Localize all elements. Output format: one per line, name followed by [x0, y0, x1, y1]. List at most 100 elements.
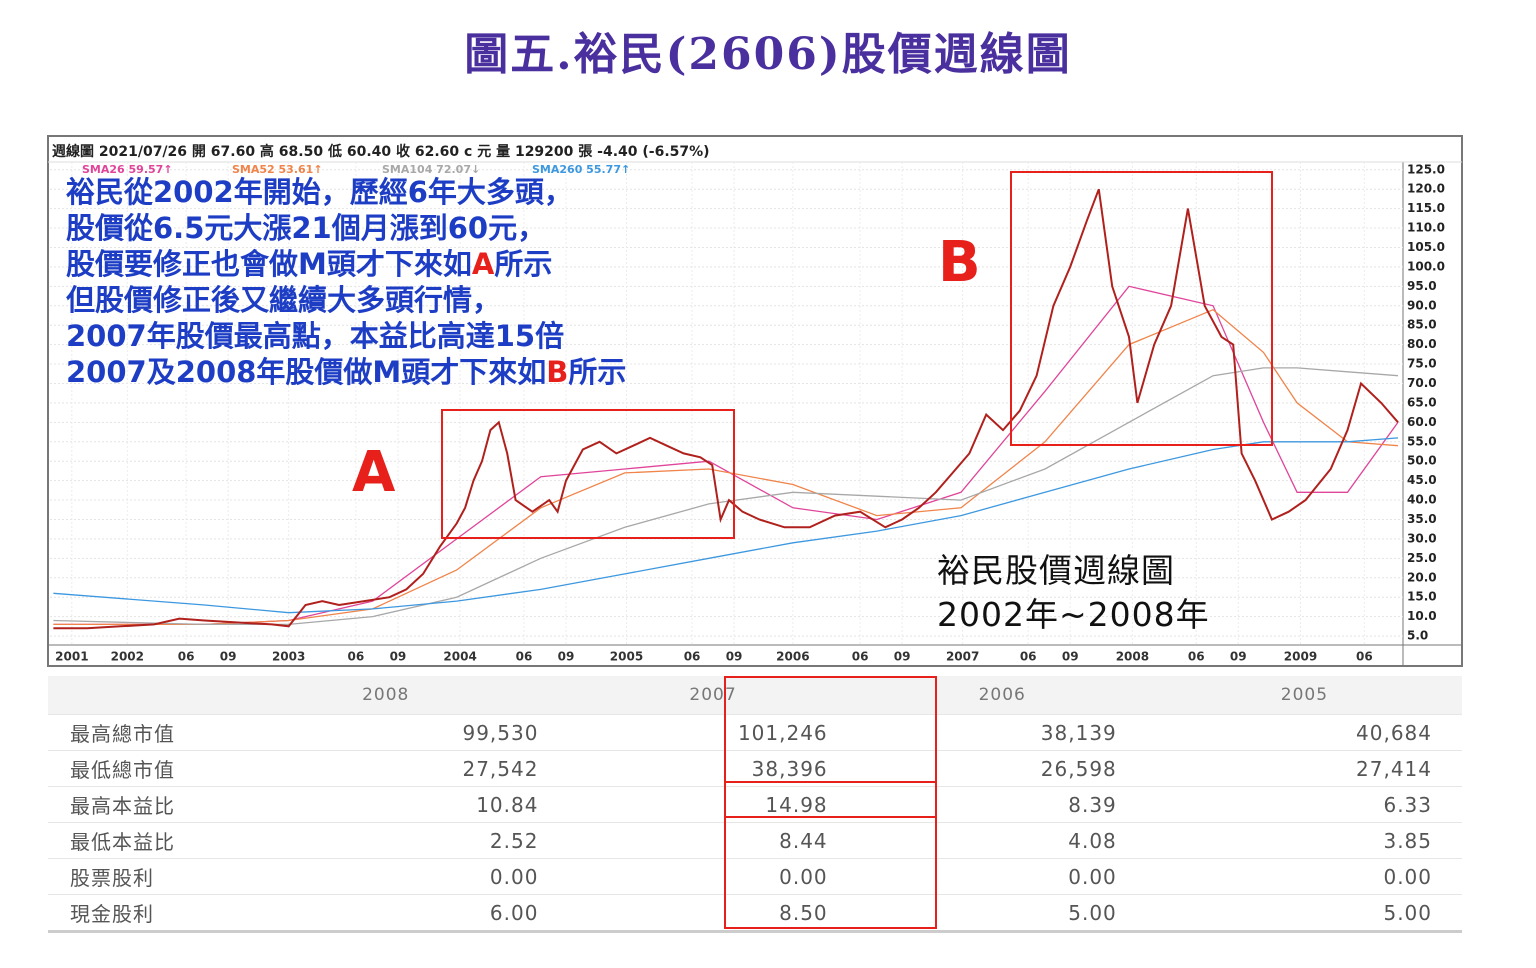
table-cell: 最高本益比 [48, 786, 203, 823]
note-text: 2007年股價最高點，本益比高達15倍 [66, 319, 565, 353]
x-tick-label: 2002 [111, 650, 144, 664]
header-row: 2008 2007 2006 2005 [48, 676, 1462, 715]
notes: 裕民從2002年開始，歷經6年大多頭， 股價從6.5元大漲21個月漲到60元， 股價… [66, 174, 626, 390]
table-cell: 5.00 [857, 894, 1147, 933]
table-row: 最低總市值 27,542 38,396 26,598 27,414 [48, 750, 1462, 787]
x-tick-label: 06 [178, 650, 195, 664]
legend-entry: SMA104 72.07↓ [382, 163, 480, 176]
y-tick-label: 15.0 [1407, 590, 1437, 604]
y-tick-label: 120.0 [1407, 182, 1445, 196]
table-cell: 4.08 [857, 822, 1147, 859]
table-cell: 5.00 [1146, 894, 1462, 933]
y-tick-label: 40.0 [1407, 493, 1437, 507]
table-cell: 0.00 [202, 858, 569, 895]
table-cell: 0.00 [1146, 858, 1462, 895]
note-line: 裕民從2002年開始，歷經6年大多頭， [66, 174, 626, 210]
table-cell: 101,246 [568, 714, 858, 751]
highlight-box [724, 676, 937, 783]
highlight-box [724, 781, 937, 818]
header-cell: 2006 [857, 676, 1147, 715]
x-tick-label: 09 [1230, 650, 1247, 664]
table-cell: 最低總市值 [48, 750, 203, 787]
y-tick-label: 110.0 [1407, 221, 1445, 235]
ma-line [53, 285, 1399, 626]
table-cell: 3.85 [1146, 822, 1462, 859]
table-cell: 現金股利 [48, 894, 203, 933]
x-tick-label: 09 [220, 650, 237, 664]
table-cell: 最高總市值 [48, 714, 203, 751]
chart-header: 週線圖 2021/07/26 開 67.60 高 68.50 低 60.40 收… [52, 143, 710, 160]
x-tick-label: 06 [1020, 650, 1037, 664]
ma-line [53, 367, 1399, 626]
y-tick-label: 105.0 [1407, 240, 1445, 254]
x-tick-label: 06 [684, 650, 701, 664]
price-line [53, 188, 1399, 630]
x-tick-label: 2004 [443, 650, 476, 664]
ma-line [53, 308, 1399, 626]
table-cell: 0.00 [568, 858, 858, 895]
y-tick-label: 30.0 [1407, 531, 1437, 545]
table-cell: 2.52 [202, 822, 569, 859]
note-text: 2007及2008年股價做M頭才下來如 [66, 355, 547, 389]
y-tick-label: 35.0 [1407, 512, 1437, 526]
x-tick-label: 2007 [946, 650, 979, 664]
x-tick-label: 09 [1062, 650, 1079, 664]
header-cell: 2008 [202, 676, 569, 715]
caption: 2002年~2008年 [937, 595, 1210, 634]
table-cell: 股票股利 [48, 858, 203, 895]
x-tick-label: 09 [390, 650, 407, 664]
note-text: 所示 [494, 247, 553, 281]
y-tick-label: 45.0 [1407, 473, 1437, 487]
y-tick-label: 70.0 [1407, 376, 1437, 390]
x-tick-label: 09 [894, 650, 911, 664]
page-title: 圖五.裕民(2606)股價週線圖 [464, 29, 1072, 80]
x-tick-label: 2003 [272, 650, 305, 664]
legend-entry: SMA26 59.57↑ [82, 163, 173, 176]
highlight-box [724, 816, 937, 929]
table-row: 股票股利 0.00 0.00 0.00 0.00 [48, 858, 1462, 895]
y-tick-label: 80.0 [1407, 337, 1437, 351]
table-cell: 26,598 [857, 750, 1147, 787]
table-cell: 10.84 [202, 786, 569, 823]
legend-entry: SMA260 55.77↑ [532, 163, 630, 176]
note-line: 但股價修正後又繼續大多頭行情， [66, 282, 626, 318]
header-cell: 2005 [1146, 676, 1462, 715]
x-tick-label: 06 [516, 650, 533, 664]
header-cell: 2007 [568, 676, 858, 715]
note-text: B [546, 355, 569, 389]
region-label: A [352, 440, 396, 505]
y-tick-label: 60.0 [1407, 415, 1437, 429]
x-tick-label: 2006 [776, 650, 809, 664]
y-tick-label: 25.0 [1407, 551, 1437, 565]
note-line: 2007年股價最高點，本益比高達15倍 [66, 318, 626, 354]
region-label: B [938, 230, 981, 295]
note-text: 股價要修正也會做M頭才下來如 [66, 247, 472, 281]
x-tick-label: 06 [852, 650, 869, 664]
table-row: 現金股利 6.00 8.50 5.00 5.00 [48, 894, 1462, 933]
table-cell: 40,684 [1146, 714, 1462, 751]
legend-entry: SMA52 53.61↑ [232, 163, 323, 176]
y-tick-label: 125.0 [1407, 162, 1445, 176]
x-tick-label: 09 [726, 650, 743, 664]
data-table: 2008 2007 2006 2005 最高總市值 99,530 101,246 38,139… [48, 676, 1462, 933]
x-tick-label: 06 [1356, 650, 1373, 664]
table-cell: 6.00 [202, 894, 569, 933]
x-tick-label: 06 [348, 650, 365, 664]
note-line: 股價要修正也會做M頭才下來如A所示 [66, 246, 626, 282]
table-cell: 99,530 [202, 714, 569, 751]
table-cell: 38,139 [857, 714, 1147, 751]
header-cell [48, 676, 203, 715]
note-line: 2007及2008年股價做M頭才下來如B所示 [66, 354, 626, 390]
y-tick-label: 10.0 [1407, 609, 1437, 623]
note-text: 所示 [568, 355, 627, 389]
y-tick-label: 100.0 [1407, 259, 1445, 273]
y-tick-label: 90.0 [1407, 298, 1437, 312]
note-text: 但股價修正後又繼續大多頭行情， [66, 283, 502, 317]
region-box [441, 409, 735, 539]
note-text: 裕民從2002年開始，歷經6年大多頭， [66, 175, 573, 209]
y-tick-label: 65.0 [1407, 395, 1437, 409]
y-tick-label: 85.0 [1407, 318, 1437, 332]
note-text: A [471, 247, 495, 281]
region-box [1010, 171, 1273, 446]
